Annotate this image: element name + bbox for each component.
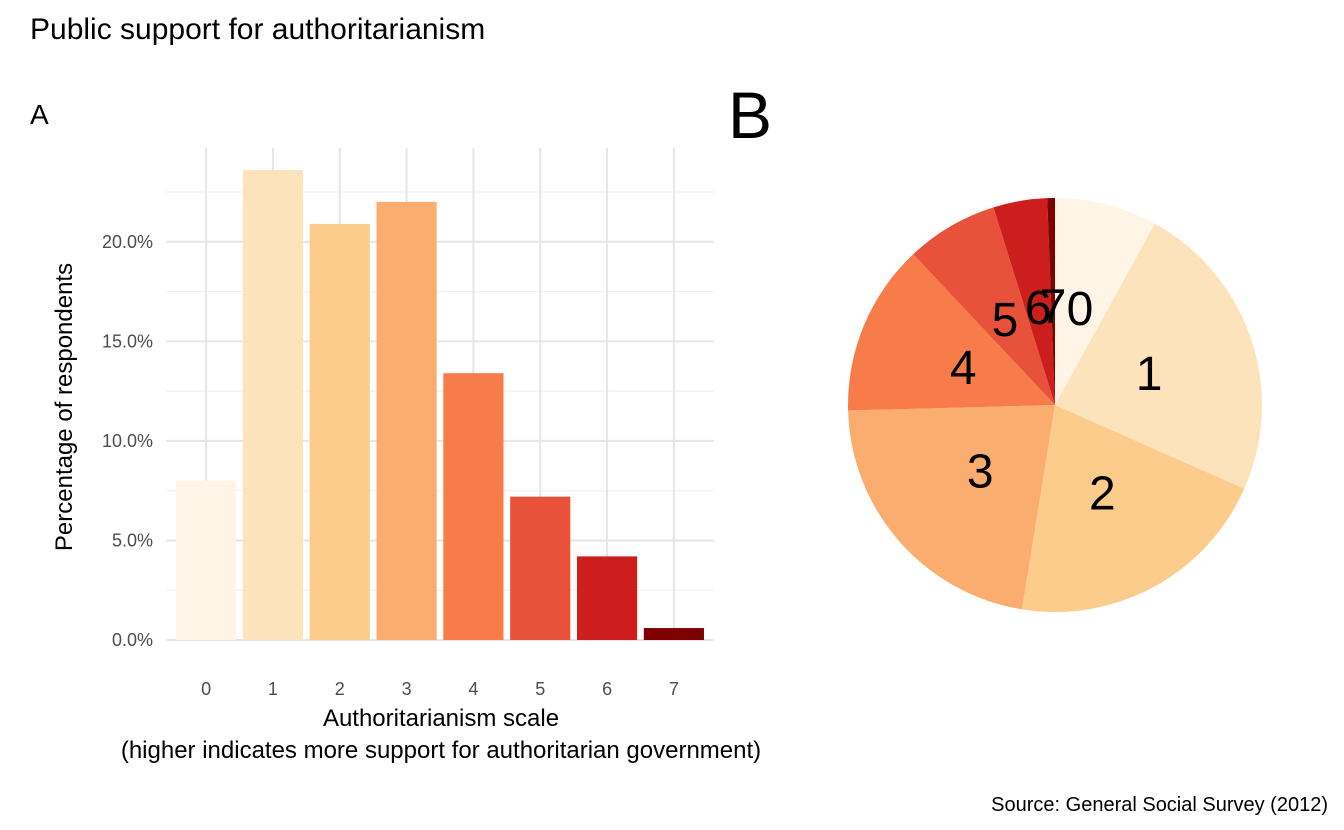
bar-7 — [643, 628, 704, 640]
x-tick-label: 1 — [268, 679, 278, 699]
x-tick-label: 7 — [669, 679, 679, 699]
pie-label-2: 2 — [1089, 467, 1116, 520]
pie-slice-1 — [1055, 223, 1262, 489]
bar-0 — [176, 480, 237, 640]
x-axis-title: Authoritarianism scale — [323, 705, 559, 732]
pie-label-4: 4 — [950, 342, 977, 395]
y-tick-label: 20.0% — [102, 232, 153, 252]
x-tick-label: 6 — [602, 679, 612, 699]
bar-5 — [510, 496, 571, 640]
pie-slices — [848, 198, 1262, 612]
pie-chart-panel: B 01 2 3 45 67 — [728, 78, 1262, 612]
pie-label-3: 3 — [967, 445, 994, 498]
bar-3 — [376, 201, 437, 640]
pie-slice-0 — [1055, 198, 1155, 405]
bar-marks — [176, 170, 704, 640]
y-tick-label: 0.0% — [112, 630, 153, 650]
x-axis-subtitle: (higher indicates more support for autho… — [121, 737, 761, 764]
source-caption: Source: General Social Survey (2012) — [991, 794, 1328, 816]
y-tick-labels: 0.0% 5.0% 10.0% 15.0% 20.0% — [102, 232, 153, 650]
y-tick-label: 10.0% — [102, 431, 153, 451]
y-tick-label: 15.0% — [102, 331, 153, 351]
x-tick-label: 2 — [335, 679, 345, 699]
bar-4 — [443, 373, 504, 640]
pie-slice-6 — [993, 198, 1055, 405]
pie-label-5: 5 — [992, 294, 1019, 347]
y-axis-title: Percentage of respondents — [51, 263, 78, 551]
pie-slice-3 — [848, 405, 1055, 610]
panel-tag-b: B — [728, 78, 772, 152]
pie-slice-7 — [1047, 198, 1055, 405]
x-tick-label: 4 — [468, 679, 478, 699]
x-tick-label: 3 — [402, 679, 412, 699]
pie-label-6: 6 — [1025, 282, 1052, 335]
pie-label-1: 1 — [1136, 348, 1163, 401]
x-tick-labels: 0 1 2 3 4 5 6 7 — [201, 679, 679, 699]
bar-2 — [309, 223, 370, 640]
bar-6 — [577, 556, 638, 640]
chart-title: Public support for authoritarianism — [30, 13, 485, 46]
pie-slice-5 — [913, 207, 1055, 405]
pie-slice-2 — [1021, 405, 1245, 612]
x-tick-label: 0 — [201, 679, 211, 699]
pie-slice-4 — [848, 254, 1055, 411]
bar-1 — [242, 170, 303, 640]
pie-label-7: 7 — [1040, 281, 1067, 334]
panel-tag-a: A — [30, 99, 49, 130]
pie-label-0: 0 — [1067, 283, 1094, 336]
pie-labels: 01 2 3 45 67 — [950, 281, 1163, 521]
y-tick-label: 5.0% — [112, 530, 153, 550]
x-tick-label: 5 — [535, 679, 545, 699]
bar-chart-panel: A 0.0% 5.0% 10.0% 15.0% 20.0% 0 1 2 3 4 5 6 7 Perce… — [30, 99, 761, 764]
